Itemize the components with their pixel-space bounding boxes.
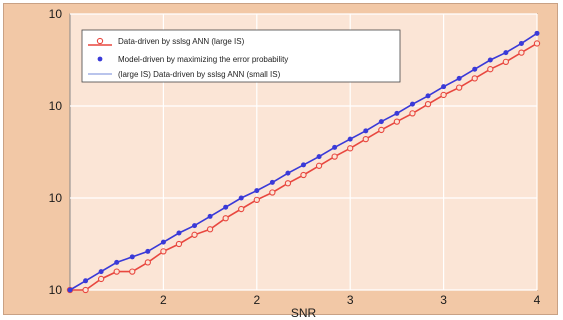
data-point — [441, 84, 447, 90]
data-point — [471, 75, 478, 82]
data-point — [534, 30, 540, 36]
data-point — [472, 66, 478, 72]
data-point — [502, 58, 510, 65]
data-point — [238, 205, 245, 213]
legend-marker — [96, 37, 104, 45]
data-point — [82, 286, 89, 294]
series-layer — [66, 30, 541, 294]
data-point — [160, 248, 167, 255]
data-point — [223, 204, 229, 210]
data-point — [362, 135, 369, 143]
tick-labels: 10 10 10 10 2 2 3 3 4 — [49, 7, 541, 307]
data-point — [301, 162, 306, 168]
data-point — [503, 50, 509, 56]
data-point — [409, 101, 415, 107]
data-point — [238, 195, 244, 201]
y-tick-label: 10 — [49, 99, 63, 113]
data-point — [97, 275, 105, 283]
data-point — [456, 84, 463, 91]
data-point — [316, 154, 322, 160]
data-point — [425, 93, 431, 99]
y-tick-label: 10 — [49, 283, 63, 297]
data-point — [145, 248, 151, 254]
x-tick-label: 2 — [160, 293, 167, 307]
data-point — [67, 287, 73, 293]
legend-box — [81, 29, 401, 83]
legend: Data-driven by sslsg ANN (large IS) Model… — [81, 29, 401, 83]
y-tick-label: 10 — [49, 7, 63, 21]
x-tick-label: 2 — [253, 293, 260, 307]
data-point — [378, 119, 384, 125]
data-point — [129, 268, 136, 275]
data-point — [113, 268, 120, 275]
data-point — [222, 215, 229, 222]
legend-entry: (large IS) Data-driven by sslsg ANN (sma… — [118, 70, 281, 79]
data-point — [363, 128, 369, 134]
data-point — [144, 259, 151, 266]
data-point — [98, 269, 104, 275]
data-point — [331, 153, 338, 160]
legend-entry: Model-driven by maximizing the error pro… — [118, 55, 288, 64]
data-point — [487, 66, 494, 73]
data-point — [409, 110, 416, 117]
data-point — [424, 101, 432, 108]
data-point — [440, 91, 447, 99]
data-point — [347, 145, 354, 152]
data-point — [114, 259, 120, 265]
data-point — [518, 40, 524, 46]
data-point — [253, 196, 260, 203]
data-point — [285, 170, 291, 176]
data-point — [378, 126, 385, 134]
data-point — [300, 171, 307, 179]
data-point — [332, 144, 338, 150]
y-tick-label: 10 — [49, 191, 63, 205]
x-tick-label: 4 — [534, 293, 541, 307]
data-point — [191, 231, 198, 238]
data-point — [176, 230, 182, 236]
data-point — [518, 49, 525, 56]
data-point — [487, 57, 493, 63]
data-point — [269, 189, 276, 196]
data-point — [206, 226, 214, 233]
data-point — [347, 136, 353, 142]
data-point — [394, 110, 400, 116]
data-point — [129, 254, 135, 260]
x-tick-label: 3 — [347, 293, 354, 307]
x-axis-label: SNR — [291, 306, 317, 320]
x-tick-label: 3 — [440, 293, 447, 307]
legend-entry: Data-driven by sslsg ANN (large IS) — [118, 37, 245, 46]
data-point — [207, 213, 213, 219]
data-point — [533, 40, 541, 47]
data-point — [83, 278, 89, 284]
data-point — [160, 239, 166, 245]
data-point — [456, 75, 462, 81]
data-point — [393, 118, 401, 125]
data-point — [284, 180, 292, 187]
data-point — [269, 179, 275, 185]
data-point — [315, 162, 323, 169]
data-point — [254, 188, 260, 194]
legend-marker — [97, 56, 103, 62]
data-point — [175, 240, 183, 248]
data-point — [192, 223, 198, 229]
